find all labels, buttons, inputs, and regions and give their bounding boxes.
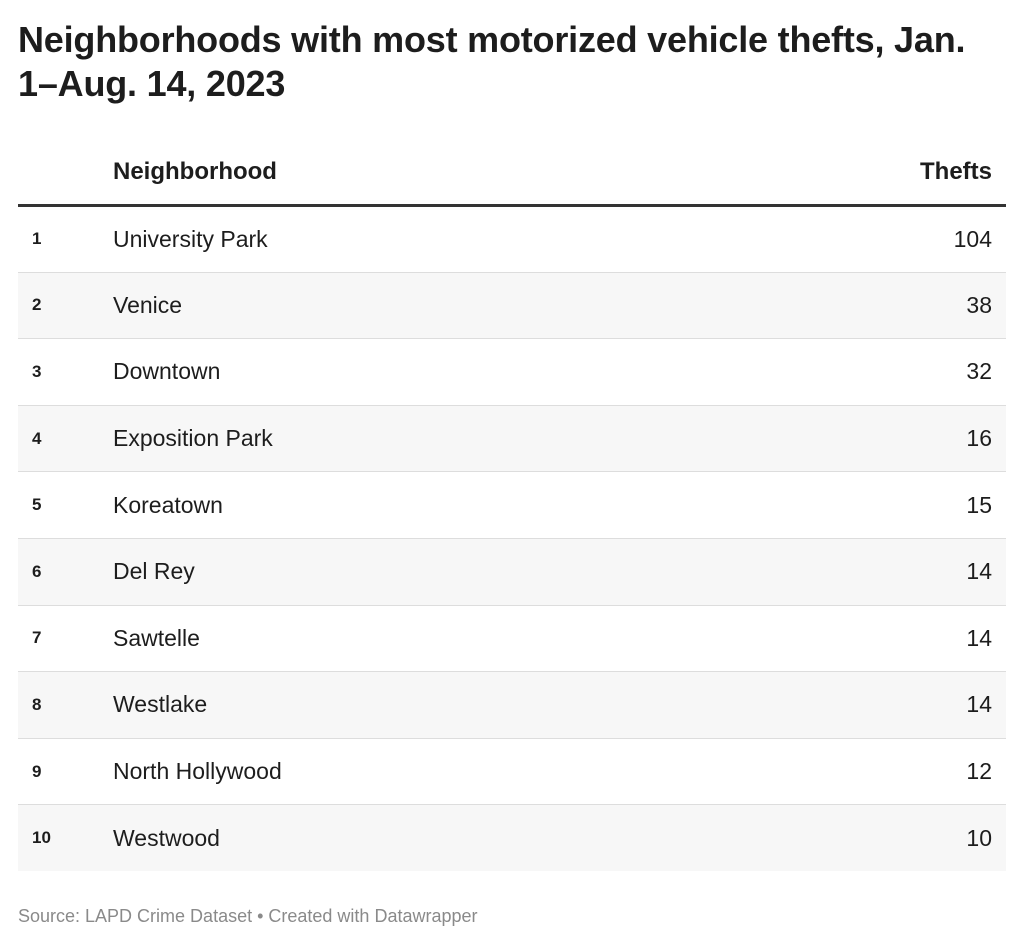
source-note: Source: LAPD Crime Dataset • Created wit… [18,906,478,926]
data-table-container: Neighborhood Thefts 1 University Park 104 2… [18,140,1006,872]
neighborhood-cell: Venice [113,272,792,340]
column-header-rank [18,140,113,207]
table-row: 4 Exposition Park 16 [18,405,1006,473]
thefts-cell: 10 [792,804,1006,872]
thefts-cell: 32 [792,338,1006,406]
rank-cell: 8 [18,671,113,739]
column-header-neighborhood: Neighborhood [113,140,792,207]
table-row: 3 Downtown 32 [18,338,1006,406]
thefts-cell: 12 [792,738,1006,806]
rank-cell: 1 [18,205,113,273]
column-header-thefts: Thefts [792,140,1006,207]
neighborhood-cell: University Park [113,205,792,273]
thefts-cell: 14 [792,538,1006,606]
table-row: 10 Westwood 10 [18,804,1006,872]
table-row: 1 University Park 104 [18,205,1006,273]
neighborhood-cell: Westwood [113,804,792,872]
rank-cell: 3 [18,338,113,406]
table-row: 2 Venice 38 [18,272,1006,340]
rank-cell: 7 [18,605,113,673]
rank-cell: 4 [18,405,113,473]
neighborhood-cell: Westlake [113,671,792,739]
thefts-cell: 14 [792,671,1006,739]
table-row: 9 North Hollywood 12 [18,738,1006,806]
table-header: Neighborhood Thefts [18,140,1006,207]
table-row: 6 Del Rey 14 [18,538,1006,606]
rank-cell: 10 [18,804,113,872]
data-table: Neighborhood Thefts 1 University Park 104 2… [18,140,1006,872]
chart-title: Neighborhoods with most motorized vehicl… [18,19,966,104]
thefts-cell: 104 [792,205,1006,273]
rank-cell: 9 [18,738,113,806]
neighborhood-cell: Downtown [113,338,792,406]
table-row: 7 Sawtelle 14 [18,605,1006,673]
thefts-cell: 38 [792,272,1006,340]
neighborhood-cell: Exposition Park [113,405,792,473]
neighborhood-cell: Koreatown [113,471,792,539]
header-row: Neighborhood Thefts [18,140,1006,207]
rank-cell: 5 [18,471,113,539]
thefts-cell: 16 [792,405,1006,473]
neighborhood-cell: Del Rey [113,538,792,606]
thefts-cell: 14 [792,605,1006,673]
rank-cell: 2 [18,272,113,340]
neighborhood-cell: Sawtelle [113,605,792,673]
rank-cell: 6 [18,538,113,606]
table-row: 5 Koreatown 15 [18,471,1006,539]
neighborhood-cell: North Hollywood [113,738,792,806]
thefts-cell: 15 [792,471,1006,539]
table-row: 8 Westlake 14 [18,671,1006,739]
table-body: 1 University Park 104 2 Venice 38 3 Downtown 32 4… [18,205,1006,872]
